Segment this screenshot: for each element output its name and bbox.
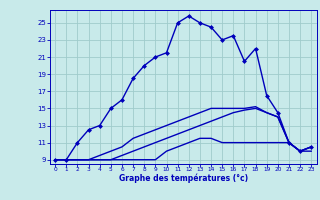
X-axis label: Graphe des températures (°c): Graphe des températures (°c) — [119, 174, 248, 183]
